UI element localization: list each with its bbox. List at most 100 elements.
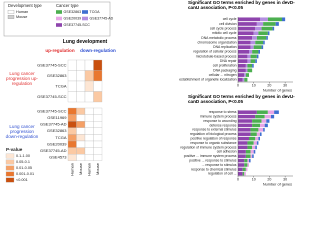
bar-segment: [258, 128, 264, 132]
legend-swatch: [56, 10, 62, 14]
bar-segment: [256, 22, 264, 26]
figure: Development type Cancer typeHumanMouseGSE…: [3, 1, 293, 187]
empty-cell: [93, 114, 103, 122]
x-tick-label: 0: [237, 84, 239, 88]
row-label: GSE37745-SCC: [37, 62, 66, 67]
pvalue-label: <0.001: [16, 178, 28, 182]
category-label: defense response: [210, 123, 237, 127]
pvalue-label: 0.001-0.01: [16, 172, 34, 176]
bar-segment: [252, 123, 260, 128]
bar-segment: [274, 110, 279, 114]
bar-segment: [238, 132, 251, 136]
heat-cell: [93, 91, 103, 103]
bar-segment: [238, 45, 251, 50]
bar-segment: [247, 54, 251, 59]
heat-cell: [93, 70, 103, 82]
category-label: regulation of cell ...: [208, 172, 237, 176]
bar-segment: [238, 110, 257, 114]
column-label: Mouse: [95, 162, 100, 175]
bar-segment: [264, 114, 271, 119]
legend-swatch: [7, 10, 15, 14]
bar-segment: [244, 73, 246, 77]
empty-cell: [84, 154, 94, 161]
bar-segment: [250, 54, 257, 59]
legend-swatch: [56, 23, 62, 27]
row-label: GSE4573: [49, 155, 67, 160]
row-label: GSE32863: [47, 128, 67, 133]
bar-segment: [250, 132, 257, 136]
heat-cell: [84, 80, 94, 92]
category-label: chromosome organization: [197, 40, 236, 44]
heat-cell: [67, 114, 77, 122]
bar-segment: [247, 163, 249, 167]
x-axis-title: Number of genes: [263, 89, 292, 93]
bar-segment: [266, 36, 268, 40]
heat-cell: [84, 70, 94, 82]
category-label: ... response to stimulus: [202, 163, 237, 167]
bar-segment: [261, 119, 267, 123]
bar-segment: [261, 45, 264, 50]
pvalue-swatch: [5, 159, 15, 165]
legend-label: GSE20039: [64, 16, 82, 20]
bar-segment: [263, 128, 265, 132]
bar-segment: [266, 119, 270, 123]
category-label: cell division: [219, 22, 236, 26]
bar-segment: [242, 167, 246, 172]
bar-segment: [260, 132, 262, 136]
empty-cell: [93, 154, 103, 161]
empty-cell: [84, 114, 94, 122]
category-label: regulation of cellular process: [193, 50, 236, 54]
category-label: response to external stimulus: [192, 128, 236, 132]
column-label: Mouse: [78, 162, 83, 175]
category-label: cell adhesion: [217, 150, 237, 154]
bar-segment: [282, 17, 286, 22]
bar-segment: [245, 150, 251, 154]
bar-segment: [238, 36, 253, 40]
legend-label: GSE37745-AD: [90, 16, 114, 20]
bar-segment: [238, 123, 253, 128]
category-label: establishment of organelle localization: [179, 78, 236, 82]
bar-segment: [249, 49, 253, 54]
column-group-label: down-regulation: [80, 48, 116, 53]
page: {"legend": { "development_title": "Devel…: [3, 0, 295, 187]
bar-segment: [260, 17, 268, 22]
empty-cell: [67, 91, 77, 103]
bar-segment: [263, 22, 276, 26]
bar-segment: [238, 136, 249, 141]
empty-cell: [84, 121, 94, 128]
x-tick-label: 0: [237, 178, 239, 182]
legend-label: GSE37745-SCC: [64, 23, 91, 27]
heat-cell: [67, 121, 77, 128]
legend-swatch: [56, 16, 62, 21]
bar-segment: [238, 150, 246, 154]
bar-segment: [264, 123, 268, 128]
legend-title: Cancer type: [56, 3, 79, 8]
bar-segment: [238, 49, 249, 54]
x-tick-label: 20: [267, 178, 271, 182]
empty-cell: [93, 121, 103, 128]
bar-segment: [260, 123, 265, 128]
bar-segment: [244, 158, 248, 163]
bar-segment: [238, 114, 256, 119]
row-label: TCGA: [55, 135, 66, 140]
bar-segment: [247, 141, 254, 145]
legend-title: Development type: [8, 3, 42, 8]
bar-segment: [242, 77, 245, 82]
pvalue-label: 0.01-0.05: [16, 166, 32, 170]
heat-cell: [76, 134, 86, 142]
bar-segment: [238, 163, 245, 167]
legend-label: GSE32863: [64, 10, 82, 14]
bar-segment: [255, 59, 257, 63]
category-label: microtubule-based process: [196, 54, 237, 58]
bar-segment: [253, 141, 257, 145]
empty-cell: [76, 114, 86, 122]
bar-segment: [272, 26, 275, 31]
chart-title: Significant GO terms enriched by genes i…: [188, 0, 295, 10]
category-label: response to wounding: [203, 119, 236, 123]
category-label: positive ... immune system process: [184, 154, 237, 158]
bar-segment: [238, 145, 248, 150]
bar-segment: [238, 40, 251, 45]
pvalue-title: P-value: [6, 147, 23, 152]
row-label: GSE37745-AD: [40, 148, 67, 153]
bar-segment: [258, 49, 260, 54]
